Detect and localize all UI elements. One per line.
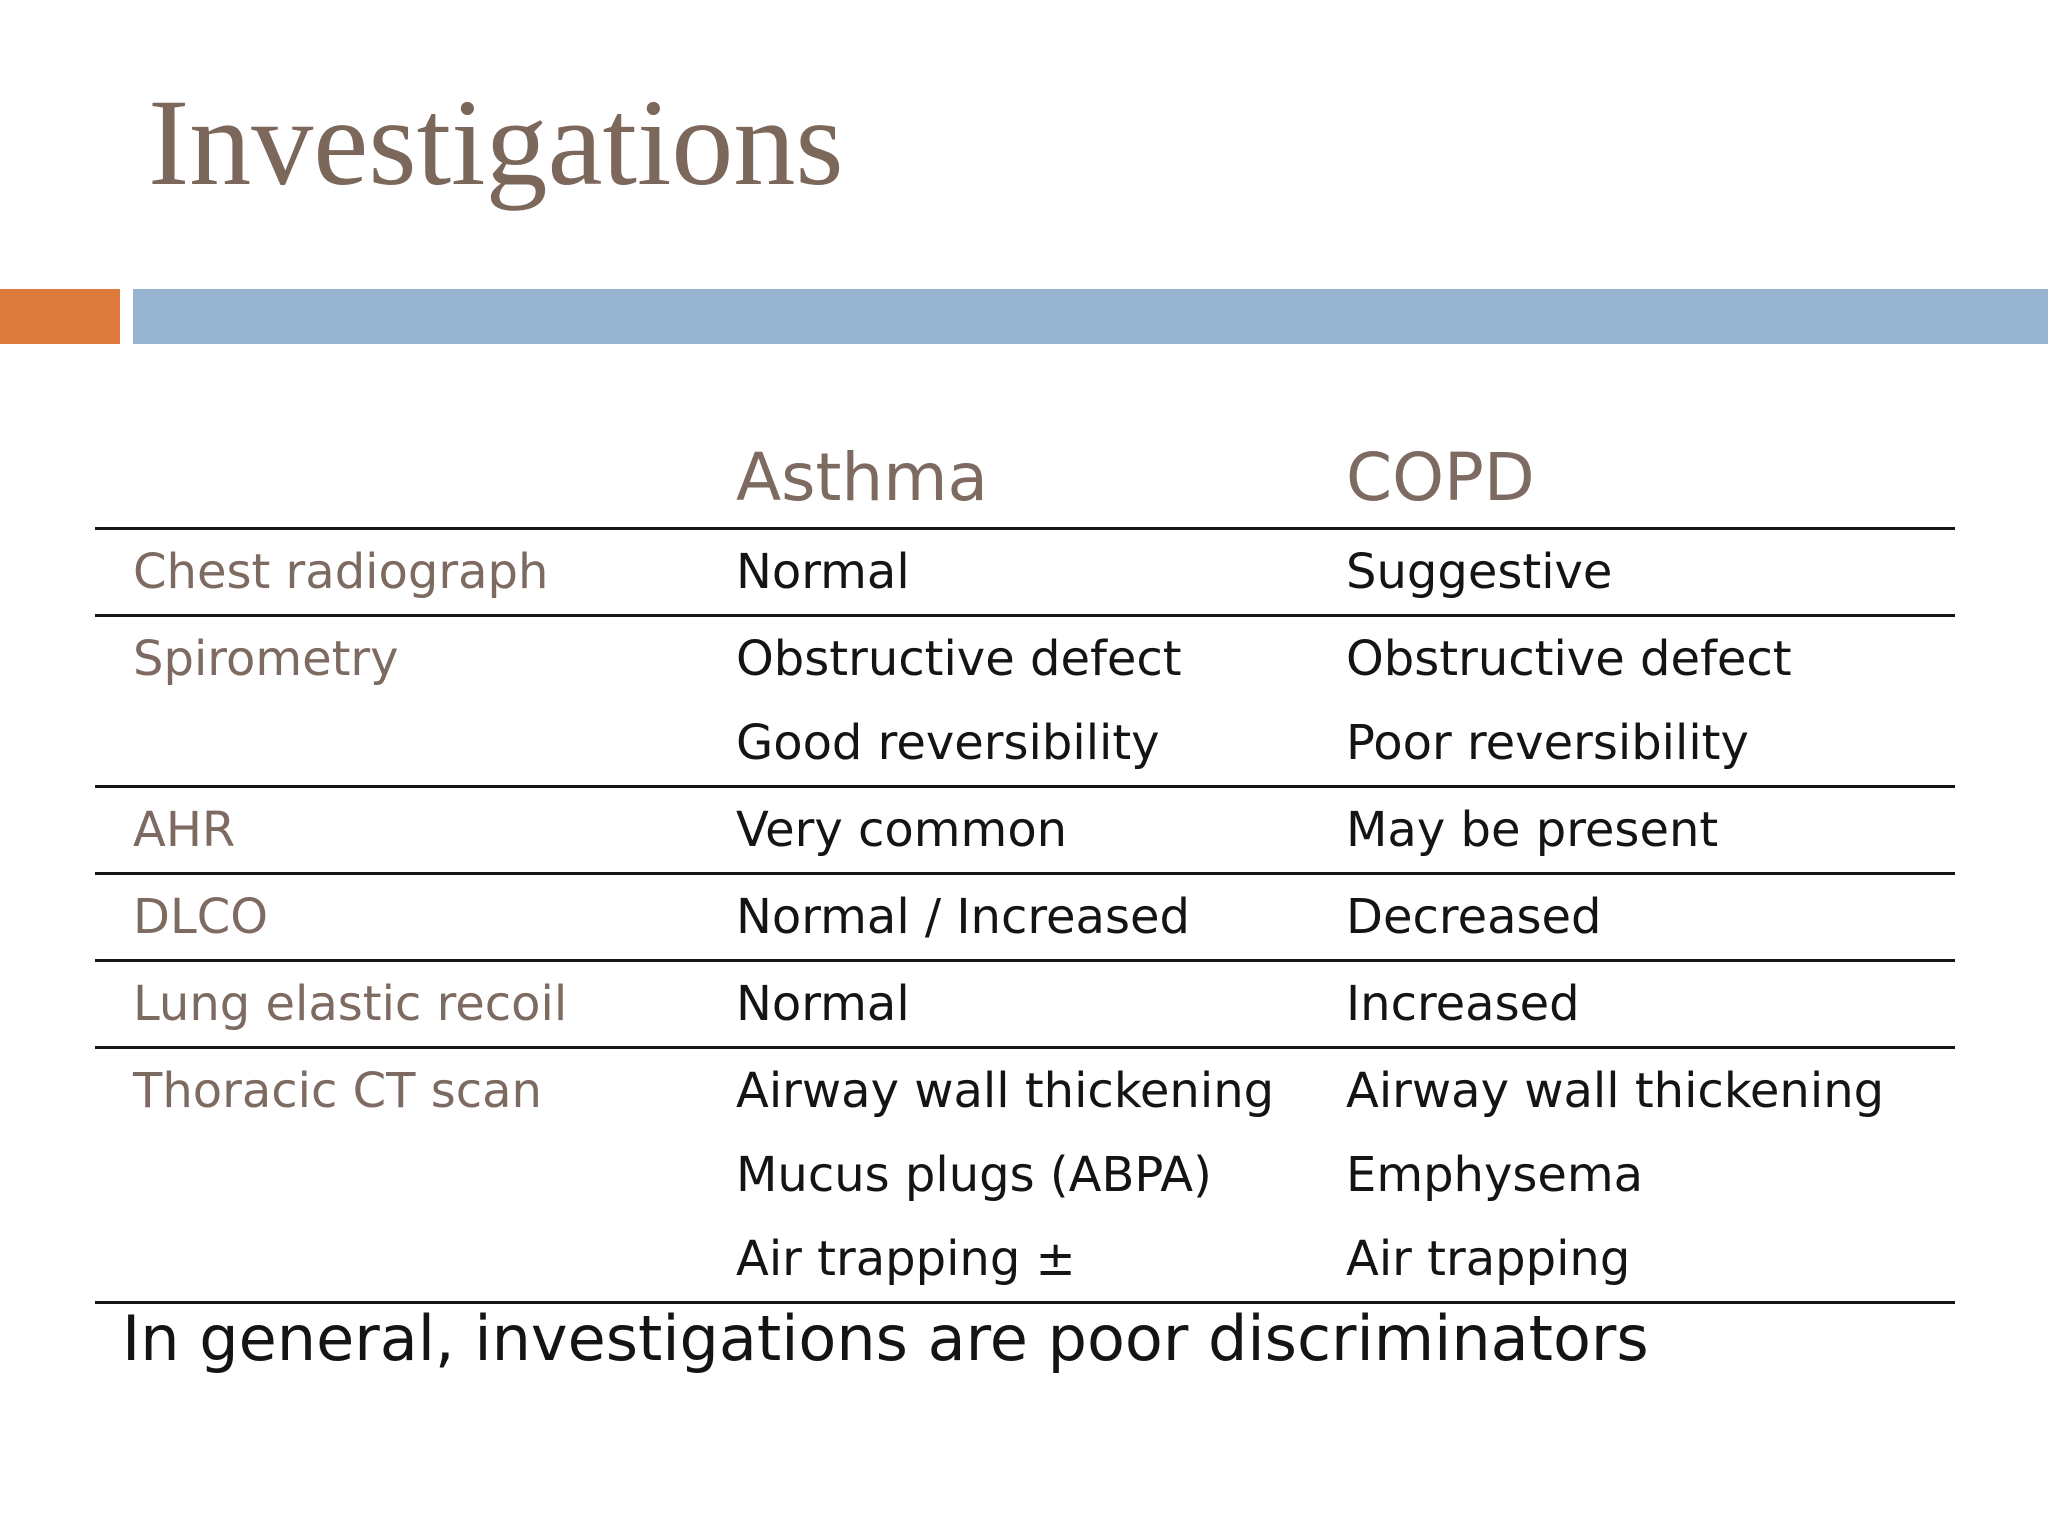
column-header-copd: COPD	[1346, 439, 1535, 516]
asthma-cell: Normal	[730, 530, 1340, 614]
accent-bar-orange-block	[0, 289, 120, 344]
table-row-dlco: DLCO Normal / Increased Decreased	[95, 875, 1955, 962]
table-row-ahr: AHR Very common May be present	[95, 788, 1955, 875]
asthma-cell: Very common	[730, 788, 1340, 872]
asthma-cell: Airway wall thickening Mucus plugs (ABPA…	[730, 1049, 1340, 1301]
comparison-table: Asthma COPD Chest radiograph Normal Sugg…	[95, 428, 1955, 1304]
copd-cell: Obstructive defect Poor reversibility	[1340, 617, 1955, 785]
asthma-cell: Obstructive defect Good reversibility	[730, 617, 1340, 785]
table-row-lung-elastic-recoil: Lung elastic recoil Normal Increased	[95, 962, 1955, 1049]
row-label: Spirometry	[133, 631, 399, 687]
copd-cell: May be present	[1340, 788, 1955, 872]
cell-line: Good reversibility	[736, 715, 1160, 771]
cell-line: Normal / Increased	[736, 889, 1190, 945]
footer-note: In general, investigations are poor disc…	[122, 1302, 1649, 1375]
cell-line: Increased	[1346, 976, 1580, 1032]
table-row-thoracic-ct-scan: Thoracic CT scan Airway wall thickening …	[95, 1049, 1955, 1304]
copd-cell: Suggestive	[1340, 530, 1955, 614]
column-header-asthma: Asthma	[736, 439, 988, 516]
page-title: Investigations	[148, 74, 844, 211]
copd-cell: Increased	[1340, 962, 1955, 1046]
cell-line: Normal	[736, 544, 910, 600]
cell-line: Poor reversibility	[1346, 715, 1749, 771]
accent-bar	[0, 289, 2048, 344]
row-label: Thoracic CT scan	[133, 1063, 542, 1119]
cell-line: Airway wall thickening	[1346, 1063, 1885, 1119]
cell-line: Emphysema	[1346, 1147, 1644, 1203]
accent-bar-blue-strip	[133, 289, 2048, 344]
row-label: DLCO	[133, 889, 268, 945]
row-label: AHR	[133, 802, 236, 858]
cell-line: Suggestive	[1346, 544, 1613, 600]
asthma-cell: Normal	[730, 962, 1340, 1046]
table-header-row: Asthma COPD	[95, 428, 1955, 530]
cell-line: Obstructive defect	[736, 631, 1182, 687]
cell-line: Obstructive defect	[1346, 631, 1792, 687]
cell-line: Normal	[736, 976, 910, 1032]
cell-line: Airway wall thickening	[736, 1063, 1275, 1119]
cell-line: Decreased	[1346, 889, 1602, 945]
cell-line: Mucus plugs (ABPA)	[736, 1147, 1212, 1203]
copd-cell: Airway wall thickening Emphysema Air tra…	[1340, 1049, 1955, 1301]
row-label: Chest radiograph	[133, 544, 549, 600]
copd-cell: Decreased	[1340, 875, 1955, 959]
table-row-chest-radiograph: Chest radiograph Normal Suggestive	[95, 530, 1955, 617]
cell-line: Very common	[736, 802, 1068, 858]
cell-line: Air trapping ±	[736, 1231, 1076, 1287]
cell-line: May be present	[1346, 802, 1719, 858]
asthma-cell: Normal / Increased	[730, 875, 1340, 959]
table-row-spirometry: Spirometry Obstructive defect Good rever…	[95, 617, 1955, 788]
cell-line: Air trapping	[1346, 1231, 1631, 1287]
row-label: Lung elastic recoil	[133, 976, 568, 1032]
